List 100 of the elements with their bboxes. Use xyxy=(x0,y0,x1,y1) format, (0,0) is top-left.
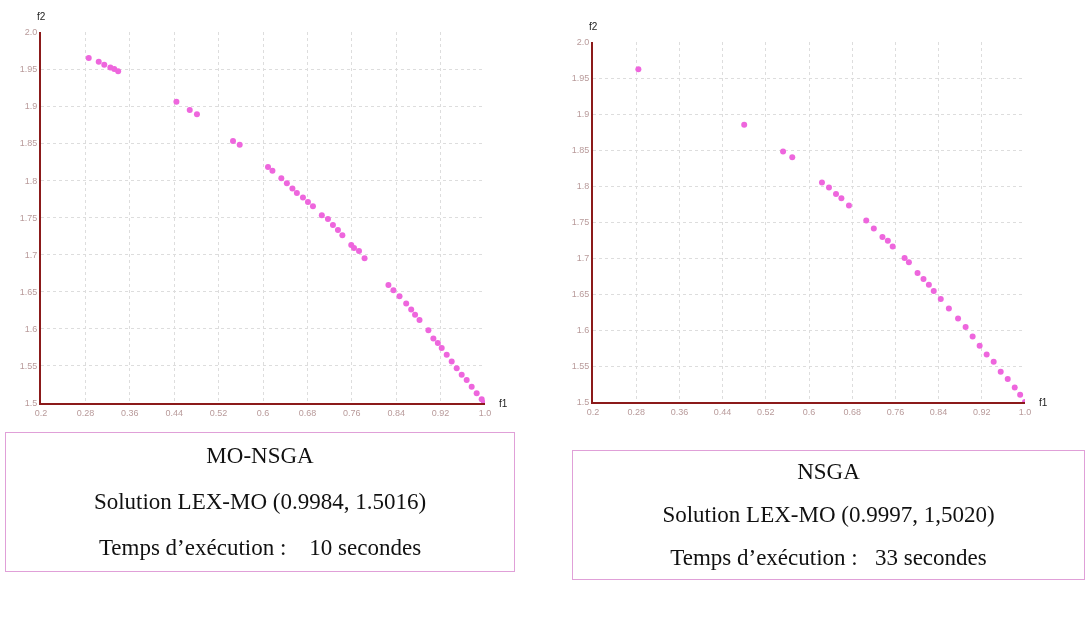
point xyxy=(453,365,460,372)
point xyxy=(969,333,976,340)
point xyxy=(889,243,896,250)
point xyxy=(111,66,118,73)
point xyxy=(780,148,787,155)
y-tick-label: 1.55 xyxy=(571,361,590,372)
y-tick-label: 1.8 xyxy=(576,181,590,192)
x-tick-label: 0.52 xyxy=(209,407,228,418)
y-tick-label: 1.95 xyxy=(571,73,590,84)
point xyxy=(278,175,285,182)
point xyxy=(425,327,432,334)
point xyxy=(845,202,852,209)
point xyxy=(95,58,102,65)
point xyxy=(430,335,437,342)
y-tick-label: 1.9 xyxy=(576,109,590,120)
point xyxy=(473,390,480,397)
point xyxy=(324,215,331,222)
point xyxy=(635,66,642,73)
y-tick-label: 2.0 xyxy=(576,37,590,48)
point xyxy=(741,121,748,128)
x-axis-title: f1 xyxy=(499,398,508,409)
point xyxy=(416,316,423,323)
point xyxy=(85,54,92,61)
x-tick-label: 0.6 xyxy=(802,406,816,417)
point xyxy=(480,400,485,403)
x-tick-label: 0.36 xyxy=(670,406,689,417)
point xyxy=(230,138,237,145)
x-tick-label: 0.6 xyxy=(256,407,270,418)
point xyxy=(293,190,300,197)
x-tick-label: 0.36 xyxy=(121,407,139,418)
x-tick-label: 0.44 xyxy=(165,407,183,418)
point xyxy=(356,247,363,254)
x-tick-label: 0.76 xyxy=(343,407,361,418)
x-tick-label: 1.0 xyxy=(478,407,492,418)
text-frame: MO-NSGA Solution LEX-MO (0.9984, 1.5016) Temps d’exécution : 10 secondes xyxy=(5,432,515,572)
y-tick-label: 1.75 xyxy=(571,217,590,228)
y-tick-label: 1.7 xyxy=(576,253,590,264)
point xyxy=(283,180,290,187)
point xyxy=(1011,384,1018,391)
x-axis-title: f1 xyxy=(1039,397,1048,408)
text-frame: NSGA Solution LEX-MO (0.9997, 1,5020) Temps d’exécution : 33 secondes xyxy=(572,450,1085,580)
point xyxy=(838,195,845,202)
point xyxy=(412,311,419,318)
point xyxy=(914,270,921,277)
point xyxy=(930,288,937,295)
point xyxy=(983,351,990,358)
y-tick-label: 1.9 xyxy=(24,101,38,112)
point xyxy=(304,198,311,205)
point xyxy=(863,217,870,224)
point xyxy=(962,324,969,331)
x-tick-label: 0.92 xyxy=(431,407,450,418)
point xyxy=(955,315,962,322)
y-tick-label: 1.5 xyxy=(576,397,590,408)
x-tick-label: 0.92 xyxy=(973,406,991,417)
y-tick-label: 1.85 xyxy=(571,145,590,156)
point xyxy=(361,255,368,262)
point xyxy=(990,358,997,365)
point xyxy=(329,221,336,228)
point xyxy=(1017,391,1024,398)
x-tick-label: 1.0 xyxy=(1018,406,1032,417)
point xyxy=(101,61,108,68)
point xyxy=(870,225,877,232)
point xyxy=(925,281,932,288)
point xyxy=(789,154,796,161)
point xyxy=(833,190,839,197)
point xyxy=(920,275,927,282)
y-axis-title: f2 xyxy=(37,11,46,22)
y-tick-label: 1.6 xyxy=(576,325,590,336)
y-tick-label: 1.65 xyxy=(19,286,38,297)
y-tick-label: 1.55 xyxy=(19,361,38,372)
point xyxy=(905,259,912,266)
point xyxy=(193,111,200,118)
point xyxy=(289,185,296,192)
point xyxy=(115,68,122,75)
x-tick-label: 0.68 xyxy=(298,407,317,418)
point xyxy=(438,345,445,352)
x-tick-label: 0.44 xyxy=(713,406,732,417)
point xyxy=(236,141,243,148)
point xyxy=(901,255,908,261)
point xyxy=(884,237,891,244)
y-tick-label: 1.65 xyxy=(571,289,590,300)
point xyxy=(385,282,392,289)
y-tick-label: 1.95 xyxy=(19,64,38,75)
point xyxy=(458,371,465,378)
x-tick-label: 0.28 xyxy=(627,406,645,417)
point xyxy=(434,339,441,346)
point xyxy=(825,184,832,191)
point xyxy=(1004,375,1011,382)
x-tick-label: 0.28 xyxy=(76,407,95,418)
y-tick-label: 1.75 xyxy=(19,212,38,223)
point xyxy=(448,358,455,365)
point xyxy=(945,305,952,312)
point xyxy=(468,383,475,390)
point xyxy=(463,377,470,383)
point xyxy=(403,300,410,307)
y-tick-label: 1.85 xyxy=(19,138,38,149)
point xyxy=(396,293,403,300)
y-tick-label: 1.7 xyxy=(24,249,38,260)
point xyxy=(937,296,944,303)
point xyxy=(997,368,1004,375)
